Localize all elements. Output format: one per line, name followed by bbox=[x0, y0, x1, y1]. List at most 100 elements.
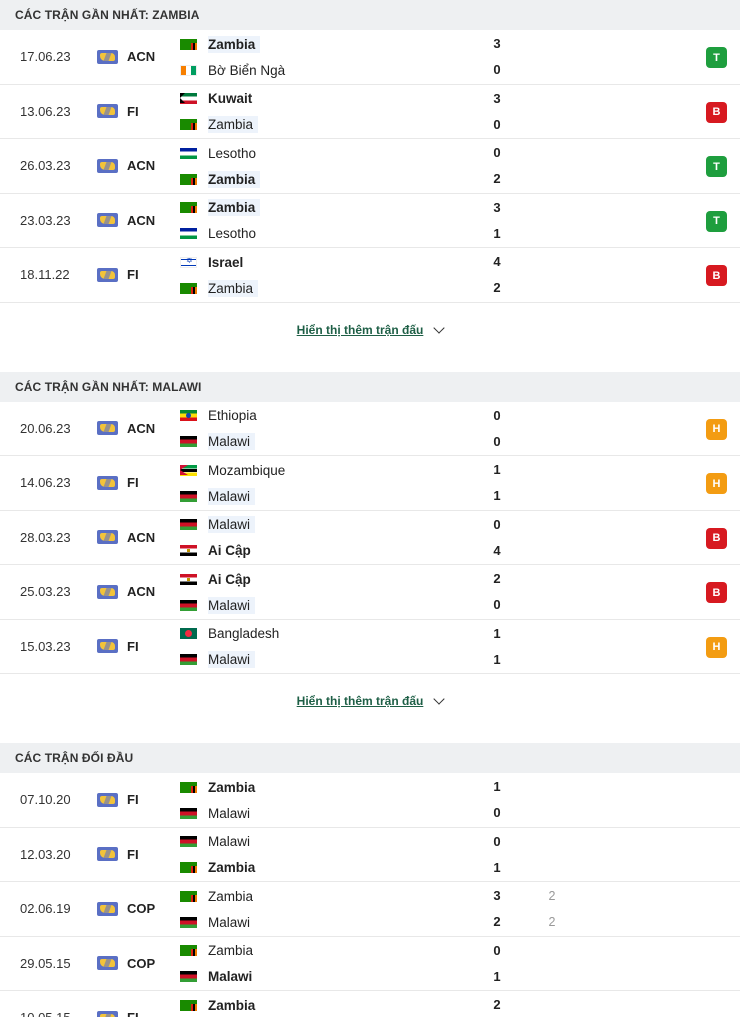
home-team[interactable]: Zambia bbox=[180, 198, 261, 218]
civ-flag-icon bbox=[180, 64, 197, 76]
match-date: 28.03.23 bbox=[20, 529, 71, 545]
away-penalty-score: 2 bbox=[548, 915, 556, 929]
competition-name: FI bbox=[127, 846, 139, 862]
away-team[interactable]: Ai Cập bbox=[180, 541, 256, 561]
home-team[interactable]: Malawi bbox=[180, 832, 255, 852]
section-spacer bbox=[0, 728, 740, 743]
away-team[interactable]: Malawi bbox=[180, 912, 255, 932]
away-team[interactable]: Zambia bbox=[180, 278, 259, 298]
home-team-name: Bangladesh bbox=[208, 626, 280, 641]
israel-flag-icon bbox=[180, 256, 197, 268]
match-row[interactable]: 14.06.23 FI Mozambique Malawi 1 1 H bbox=[0, 456, 740, 511]
show-more-label[interactable]: Hiển thị thêm trận đấu bbox=[296, 694, 424, 708]
home-team-name: Zambia bbox=[208, 779, 256, 795]
match-row[interactable]: 20.06.23 ACN Ethiopia Malawi 0 0 H bbox=[0, 402, 740, 456]
home-team[interactable]: Bangladesh bbox=[180, 624, 284, 644]
away-team[interactable]: Bờ Biển Ngà bbox=[180, 60, 290, 80]
home-score: 0 bbox=[493, 145, 501, 160]
match-date: 12.03.20 bbox=[20, 846, 71, 862]
competition: FI bbox=[97, 85, 139, 139]
competition-name: ACN bbox=[127, 584, 156, 600]
home-score: 1 bbox=[493, 779, 501, 794]
match-row[interactable]: 23.03.23 ACN Zambia Lesotho 3 1 T bbox=[0, 194, 740, 248]
malawi-flag-icon bbox=[180, 519, 197, 530]
home-score: 0 bbox=[493, 942, 501, 958]
home-team[interactable]: Israel bbox=[180, 252, 248, 272]
competition: ACN bbox=[97, 194, 155, 248]
away-team[interactable]: Malawi bbox=[180, 803, 255, 823]
match-row[interactable]: 07.10.20 FI Zambia Malawi 1 0 bbox=[0, 773, 740, 828]
away-team[interactable]: Malawi bbox=[180, 967, 257, 987]
away-score: 1 bbox=[493, 488, 501, 503]
competition: COP bbox=[97, 882, 155, 936]
home-team[interactable]: Zambia bbox=[180, 886, 258, 906]
match-row[interactable]: 17.06.23 ACN Zambia Bờ Biển Ngà 3 0 T bbox=[0, 30, 740, 85]
home-team[interactable]: Ai Cập bbox=[180, 569, 256, 589]
home-team-name: Zambia bbox=[208, 943, 254, 958]
away-team[interactable]: Malawi bbox=[180, 650, 256, 670]
home-team[interactable]: Zambia bbox=[180, 995, 260, 1015]
away-team[interactable]: Zambia bbox=[180, 169, 261, 189]
away-score: 1 bbox=[493, 859, 501, 875]
match-date: 07.10.20 bbox=[20, 792, 71, 808]
result-badge: H bbox=[706, 636, 727, 658]
kuwait-flag-icon bbox=[180, 93, 197, 104]
home-score: 3 bbox=[493, 199, 501, 215]
home-team[interactable]: Mozambique bbox=[180, 460, 290, 480]
match-date: 13.06.23 bbox=[20, 103, 71, 119]
away-score: 1 bbox=[493, 968, 501, 984]
bangladesh-flag-icon bbox=[180, 628, 197, 639]
competition-logo-icon bbox=[97, 213, 118, 228]
match-date: 23.03.23 bbox=[20, 212, 71, 228]
competition-logo-icon bbox=[97, 792, 118, 807]
home-team[interactable]: Zambia bbox=[180, 34, 261, 54]
away-team[interactable]: Malawi bbox=[180, 432, 256, 452]
home-team[interactable]: Malawi bbox=[180, 515, 256, 535]
away-team-name: Zambia bbox=[208, 116, 259, 133]
competition-logo-icon bbox=[97, 584, 118, 599]
zambia-flag-icon bbox=[180, 890, 197, 902]
match-row[interactable]: 02.06.19 COP Zambia Malawi 3 2 2 2 bbox=[0, 882, 740, 937]
competition-name: FI bbox=[127, 638, 139, 654]
malawi-flag-icon bbox=[180, 599, 197, 611]
malawi-flag-icon bbox=[180, 654, 197, 665]
match-row[interactable]: 28.03.23 ACN Malawi Ai Cập 0 4 B bbox=[0, 511, 740, 565]
away-team[interactable]: Malawi bbox=[180, 486, 256, 506]
competition-name: ACN bbox=[127, 49, 156, 65]
home-team[interactable]: Lesotho bbox=[180, 143, 261, 163]
competition: FI bbox=[97, 456, 139, 510]
match-row[interactable]: 13.06.23 FI Kuwait Zambia 3 0 B bbox=[0, 85, 740, 139]
home-team[interactable]: Kuwait bbox=[180, 89, 257, 109]
competition-name: FI bbox=[127, 267, 139, 283]
match-row[interactable]: 10.05.15FIZambiaMalawi20 bbox=[0, 991, 740, 1017]
competition-name: FI bbox=[127, 103, 139, 119]
away-team[interactable]: Lesotho bbox=[180, 224, 261, 244]
show-more-button[interactable]: Hiển thị thêm trận đấu bbox=[0, 674, 740, 728]
away-team[interactable]: Zambia bbox=[180, 115, 259, 135]
home-team-name: Israel bbox=[208, 254, 244, 270]
competition-logo-icon bbox=[97, 475, 118, 490]
home-team[interactable]: Zambia bbox=[180, 941, 258, 961]
competition: ACN bbox=[97, 402, 155, 456]
show-more-label[interactable]: Hiển thị thêm trận đấu bbox=[296, 322, 424, 337]
home-team-name: Malawi bbox=[208, 834, 251, 849]
competition-logo-icon bbox=[97, 639, 118, 654]
away-team[interactable]: Malawi bbox=[180, 595, 256, 615]
show-more-button[interactable]: Hiển thị thêm trận đấu bbox=[0, 303, 740, 357]
home-score: 3 bbox=[493, 36, 501, 51]
match-row[interactable]: 26.03.23 ACN Lesotho Zambia 0 2 T bbox=[0, 139, 740, 194]
zambia-flag-icon bbox=[180, 781, 197, 793]
match-row[interactable]: 25.03.23 ACN Ai Cập Malawi 2 0 B bbox=[0, 565, 740, 620]
competition: FI bbox=[97, 828, 139, 882]
home-team[interactable]: Zambia bbox=[180, 777, 260, 797]
away-score: 2 bbox=[493, 280, 501, 295]
home-team-name: Ai Cập bbox=[208, 571, 251, 587]
match-row[interactable]: 29.05.15 COP Zambia Malawi 0 1 bbox=[0, 937, 740, 991]
competition-name: ACN bbox=[127, 420, 156, 436]
home-team[interactable]: Ethiopia bbox=[180, 406, 262, 426]
match-row[interactable]: 18.11.22 FI Israel Zambia 4 2 B bbox=[0, 248, 740, 303]
match-row[interactable]: 12.03.20 FI Malawi Zambia 0 1 bbox=[0, 828, 740, 882]
away-team-name: Malawi bbox=[208, 487, 256, 505]
away-team[interactable]: Zambia bbox=[180, 858, 260, 878]
match-row[interactable]: 15.03.23 FI Bangladesh Malawi 1 1 H bbox=[0, 620, 740, 674]
